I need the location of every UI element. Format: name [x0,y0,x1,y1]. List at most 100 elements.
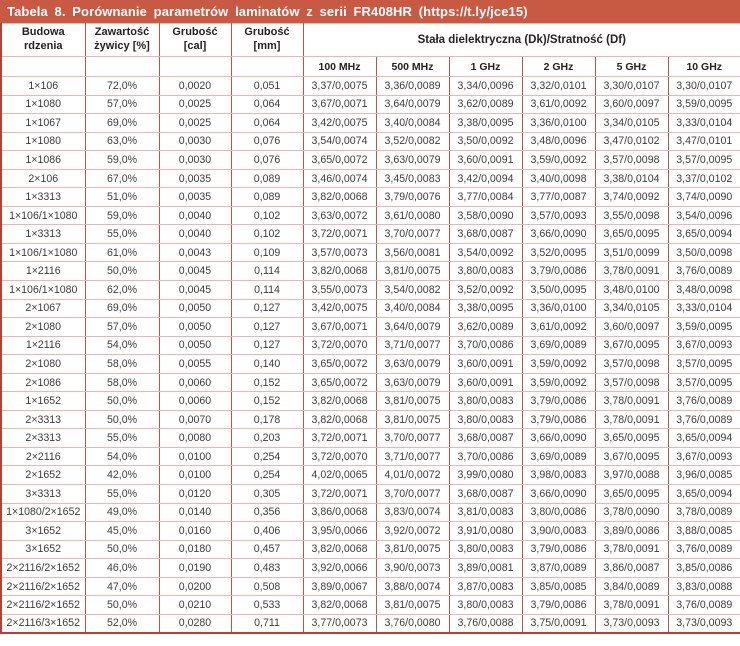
dkdf-5ghz-cell: 3,60/0,0097 [594,317,669,337]
resin-content-cell: 47,0% [84,576,160,597]
dkdf-5ghz-cell: 3,74/0,0092 [594,187,669,207]
dkdf-100mhz-cell: 3,65/0,0072 [302,354,377,374]
thickness-mm-cell: 0,127 [230,335,304,356]
dkdf-500mhz-cell: 3,54/0,0082 [375,280,450,300]
thickness-mm-cell: 0,102 [230,224,304,244]
dkdf-2ghz-cell: 3,36/0,0100 [521,113,596,133]
thickness-inch-cell: 0,0050 [158,298,232,319]
dkdf-10ghz-cell: 3,50/0,0098 [667,242,740,263]
dkdf-5ghz-cell: 3,57/0,0098 [594,150,669,170]
dkdf-500mhz-cell: 3,40/0,0084 [375,113,450,133]
thickness-inch-cell: 0,0080 [158,428,232,448]
core-construction-cell: 1×3313 [0,187,86,207]
resin-content-cell: 45,0% [84,521,160,541]
table-body: 1×106 72,0% 0,0020 0,051 3,37/0,0075 3,36/0,0… [0,76,740,634]
resin-content-cell: 50,0% [84,409,160,430]
dkdf-5ghz-cell: 3,89/0,0086 [594,521,669,541]
dkdf-100mhz-cell: 3,54/0,0074 [302,131,377,152]
resin-content-cell: 55,0% [84,428,160,448]
empty-header-cell [84,56,160,77]
core-construction-cell: 1×1086 [0,150,86,170]
dkdf-10ghz-cell: 3,30/0,0107 [667,76,740,96]
core-construction-cell: 1×1652 [0,391,86,411]
freq-header-100mhz: 100 MHz [302,56,377,77]
dkdf-5ghz-cell: 3,84/0,0089 [594,576,669,597]
table-row: 1×106 72,0% 0,0020 0,051 3,37/0,0075 3,36/0,0… [0,76,740,96]
dkdf-5ghz-cell: 3,73/0,0093 [594,613,669,634]
dkdf-1ghz-cell: 3,62/0,0089 [448,94,523,115]
thickness-mm-cell: 0,152 [230,372,304,393]
thickness-inch-cell: 0,0100 [158,446,232,467]
table-row: 2×1652 42,0% 0,0100 0,254 4,02/0,0065 4,01/0,… [0,465,740,486]
dkdf-10ghz-cell: 3,88/0,0085 [667,521,740,541]
thickness-inch-cell: 0,0140 [158,502,232,523]
dkdf-100mhz-cell: 3,42/0,0075 [302,298,377,319]
thickness-inch-cell: 0,0060 [158,372,232,393]
resin-content-cell: 58,0% [84,372,160,393]
dkdf-1ghz-cell: 3,80/0,0083 [448,595,523,615]
thickness-inch-cell: 0,0035 [158,187,232,207]
core-construction-cell: 2×1080 [0,354,86,374]
dkdf-1ghz-cell: 3,87/0,0083 [448,576,523,597]
dkdf-2ghz-cell: 3,66/0,0090 [521,224,596,244]
thickness-mm-cell: 0,178 [230,409,304,430]
dkdf-5ghz-cell: 3,78/0,0091 [594,261,669,282]
thickness-mm-cell: 0,140 [230,354,304,374]
core-construction-cell: 3×1652 [0,539,86,560]
dkdf-500mhz-cell: 3,70/0,0077 [375,428,450,448]
dkdf-1ghz-cell: 3,42/0,0094 [448,168,523,189]
thickness-inch-cell: 0,0200 [158,576,232,597]
resin-content-cell: 50,0% [84,391,160,411]
dkdf-2ghz-cell: 3,79/0,0086 [521,261,596,282]
core-construction-cell: 1×2116 [0,335,86,356]
table-row: 2×1080 57,0% 0,0050 0,127 3,67/0,0071 3,64/0,… [0,317,740,337]
dkdf-5ghz-cell: 3,65/0,0095 [594,484,669,504]
resin-content-cell: 69,0% [84,113,160,133]
dkdf-5ghz-cell: 3,48/0,0100 [594,280,669,300]
dkdf-500mhz-cell: 3,88/0,0074 [375,576,450,597]
dkdf-2ghz-cell: 3,59/0,0092 [521,150,596,170]
core-construction-cell: 2×2116 [0,446,86,467]
table-row: 3×3313 55,0% 0,0120 0,305 3,72/0,0071 3,70/0,… [0,484,740,504]
dkdf-500mhz-cell: 3,56/0,0081 [375,242,450,263]
dkdf-1ghz-cell: 3,38/0,0095 [448,298,523,319]
dkdf-1ghz-cell: 3,80/0,0083 [448,261,523,282]
laminate-parameters-table: Budowa rdzenia Zawartość żywicy [%] Grub… [0,23,740,634]
thickness-inch-cell: 0,0025 [158,94,232,115]
core-construction-cell: 2×106 [0,168,86,189]
dkdf-500mhz-cell: 3,76/0,0080 [375,613,450,634]
dkdf-2ghz-cell: 3,75/0,0091 [521,613,596,634]
thickness-mm-cell: 0,305 [230,484,304,504]
table-row: 1×106/1×1080 59,0% 0,0040 0,102 3,63/0,0072 3… [0,205,740,226]
dkdf-100mhz-cell: 3,37/0,0075 [302,76,377,96]
thickness-inch-cell: 0,0055 [158,354,232,374]
dkdf-10ghz-cell: 3,74/0,0090 [667,187,740,207]
thickness-inch-cell: 0,0040 [158,205,232,226]
dkdf-1ghz-cell: 3,76/0,0088 [448,613,523,634]
dkdf-100mhz-cell: 4,02/0,0065 [302,465,377,486]
resin-content-cell: 51,0% [84,187,160,207]
table-row: 1×2116 54,0% 0,0050 0,127 3,72/0,0070 3,71/0,… [0,335,740,356]
resin-content-cell: 67,0% [84,168,160,189]
thickness-mm-cell: 0,508 [230,576,304,597]
resin-content-cell: 55,0% [84,484,160,504]
thickness-inch-cell: 0,0180 [158,539,232,560]
dkdf-500mhz-cell: 3,92/0,0072 [375,521,450,541]
dkdf-10ghz-cell: 3,47/0,0101 [667,131,740,152]
dkdf-500mhz-cell: 3,40/0,0084 [375,298,450,319]
dkdf-10ghz-cell: 3,48/0,0098 [667,280,740,300]
table-row: 2×1086 58,0% 0,0060 0,152 3,65/0,0072 3,63/0,… [0,372,740,393]
dkdf-500mhz-cell: 3,90/0,0073 [375,558,450,578]
dkdf-10ghz-cell: 3,76/0,0089 [667,409,740,430]
dkdf-5ghz-cell: 3,97/0,0088 [594,465,669,486]
thickness-mm-cell: 0,102 [230,205,304,226]
resin-content-cell: 57,0% [84,317,160,337]
resin-content-cell: 57,0% [84,94,160,115]
dkdf-10ghz-cell: 3,78/0,0089 [667,502,740,523]
dkdf-10ghz-cell: 3,33/0,0104 [667,298,740,319]
table-row: 3×1652 45,0% 0,0160 0,406 3,95/0,0066 3,92/0,… [0,521,740,541]
dkdf-10ghz-cell: 3,85/0,0086 [667,558,740,578]
dkdf-10ghz-cell: 3,67/0,0093 [667,446,740,467]
dkdf-1ghz-cell: 3,70/0,0086 [448,446,523,467]
dkdf-10ghz-cell: 3,65/0,0094 [667,428,740,448]
